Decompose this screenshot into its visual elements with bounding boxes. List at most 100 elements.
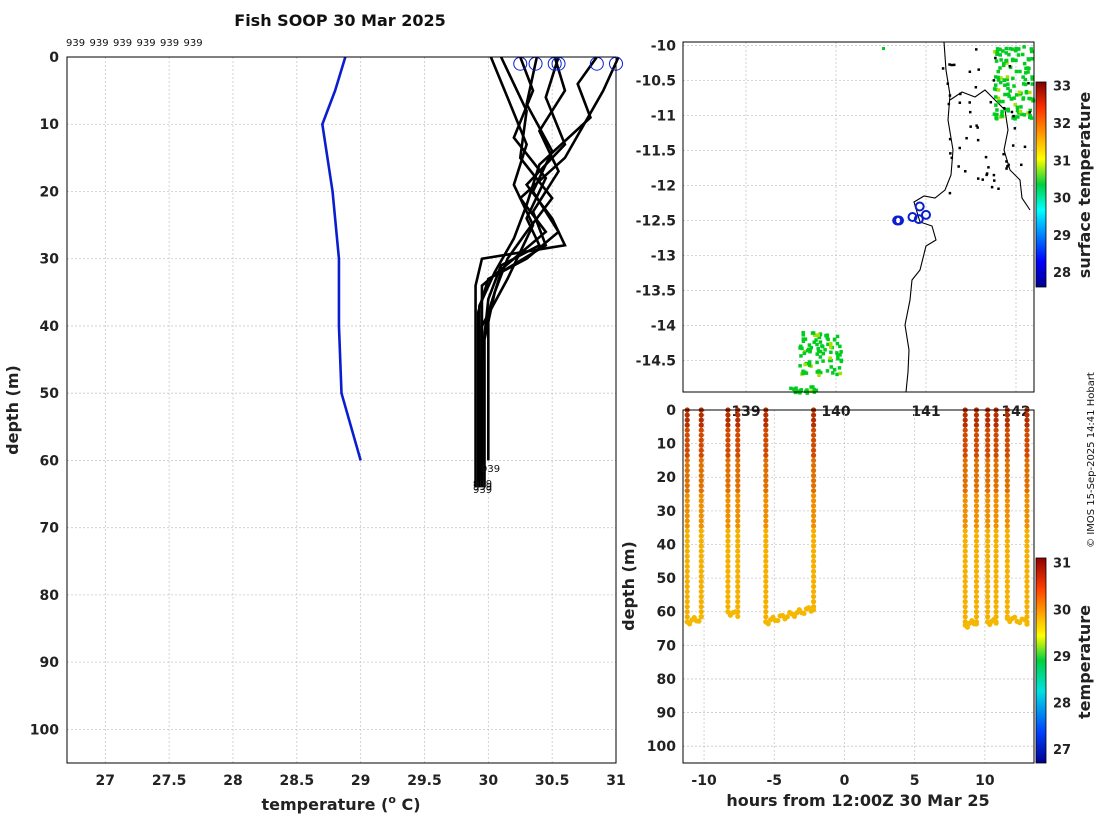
cast-sample-point: [985, 528, 991, 534]
cast-sample-point: [735, 472, 741, 479]
cast-sample-point: [725, 533, 731, 539]
cast-sample-point: [763, 543, 769, 549]
y-tick-label: 30: [40, 252, 60, 268]
cast-sample-point: [993, 528, 999, 534]
cast-sample-point: [993, 422, 999, 428]
y-tick-label: 100: [30, 722, 59, 738]
cast-sample-point: [735, 599, 741, 605]
cast-sample-point: [765, 621, 771, 627]
cast-sample-point: [962, 483, 968, 489]
cast-sample-point: [993, 573, 999, 580]
cast-sample-point: [1024, 593, 1030, 600]
sst-pixel: [829, 365, 834, 369]
cast-sample-point: [735, 593, 741, 600]
cast-sample-point: [962, 583, 968, 590]
cast-sample-point: [973, 498, 980, 504]
cast-sample-point: [962, 573, 968, 580]
cast-sample-point: [985, 553, 991, 559]
x-axis-label: temperature (o C): [261, 793, 420, 814]
sst-pixel: [807, 347, 811, 352]
cast-sample-point: [810, 538, 817, 544]
cast-sample-point: [725, 457, 731, 464]
sst-pixel: [837, 366, 842, 370]
x-tick-label: 30.5: [535, 773, 570, 789]
profile-axes-frame: [66, 56, 617, 764]
island-dot: [965, 136, 968, 140]
cast-sample-point: [684, 508, 690, 514]
cast-sample-point: [725, 508, 731, 514]
sst-pixel: [798, 346, 802, 350]
cast-sample-point: [993, 553, 999, 559]
cast-sample-point: [810, 427, 817, 433]
cast-sample-point: [698, 498, 704, 504]
cast-sample-point: [735, 588, 741, 595]
cast-sample-point: [735, 447, 741, 453]
cast-sample-point: [1024, 558, 1030, 564]
sst-pixel: [816, 346, 820, 351]
sst-pixel: [996, 96, 1001, 101]
sst-pixel: [1007, 52, 1011, 57]
cast-sample-point: [735, 558, 741, 564]
cast-sample-point: [775, 617, 781, 624]
sst-pixel: [993, 83, 998, 87]
cast-sample-point: [735, 462, 741, 469]
sst-colorbar-tick: 30: [1053, 192, 1071, 207]
cast-sample-point: [993, 493, 999, 499]
island-dot: [1020, 163, 1023, 167]
cast-sample-point: [985, 588, 991, 595]
cast-sample-point: [993, 483, 999, 489]
cast-sample-point: [684, 573, 690, 580]
map-lat-tick-label: -14: [651, 319, 677, 335]
cast-sample-point: [973, 568, 980, 574]
cast-sample-point: [973, 462, 980, 469]
sst-pixel: [814, 388, 819, 393]
cast-sample-point: [725, 578, 731, 585]
cast-sample-point: [725, 558, 731, 564]
sst-pixel: [1004, 59, 1008, 63]
cast-sample-point: [985, 604, 991, 610]
cast-sample-point: [993, 432, 999, 438]
sst-pixel: [998, 80, 1003, 85]
cast-sample-point: [973, 588, 980, 595]
cast-sample-point: [810, 488, 817, 494]
cast-sample-point: [1004, 427, 1010, 433]
cast-sample-point: [684, 563, 690, 569]
cast-sample-point: [763, 614, 769, 620]
cast-sample-point: [810, 513, 817, 519]
sst-pixel: [1012, 96, 1016, 100]
cast-sample-point: [698, 447, 704, 453]
cast-sample-point: [985, 462, 991, 469]
cast-sample-point: [698, 437, 704, 443]
cast-sample-point: [725, 462, 731, 469]
cast-sample-point: [725, 538, 731, 544]
cast-sample-point: [1004, 538, 1010, 544]
cast-sample-point: [763, 472, 769, 479]
cast-sample-point: [1024, 457, 1030, 464]
cast-sample-point: [698, 412, 704, 418]
cast-sample-point: [1004, 412, 1010, 418]
cast-sample-point: [763, 447, 769, 453]
cast-sample-point: [810, 422, 817, 428]
credit-text: © IMOS 15-Sep-2025 14:41 Hobart: [1086, 372, 1097, 548]
cast-sample-point: [684, 478, 690, 484]
cast-sample-point: [1024, 412, 1030, 418]
cast-sample-point: [735, 543, 741, 549]
time-depth-axes-frame: [682, 409, 1035, 764]
cast-sample-point: [985, 488, 991, 494]
cast-sample-point: [698, 588, 704, 595]
sst-pixel: [789, 386, 793, 391]
x-tick-label: 28.5: [280, 773, 315, 789]
island-dot: [976, 138, 980, 142]
cast-sample-point: [810, 508, 817, 514]
sst-pixel: [792, 387, 797, 392]
cast-sample-point: [684, 437, 690, 443]
y-axis-label: depth (m): [3, 365, 22, 455]
cast-sample-point: [1024, 442, 1030, 448]
cast-sample-point: [993, 412, 999, 418]
sst-pixel: [996, 78, 1001, 82]
sst-pixel: [1021, 82, 1026, 86]
cast-sample-point: [735, 412, 741, 418]
cast-sample-point: [1004, 558, 1010, 564]
cast-sample-point: [735, 503, 741, 509]
